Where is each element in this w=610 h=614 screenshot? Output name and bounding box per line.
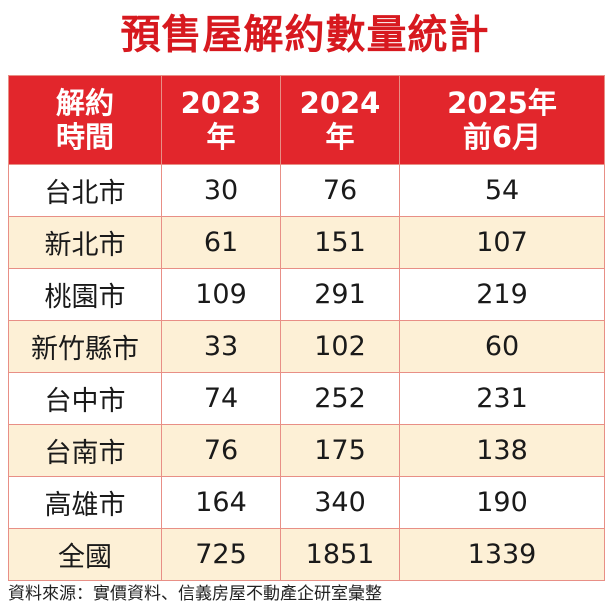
- value-cell: 1851: [280, 528, 400, 581]
- page-title: 預售屋解約數量統計: [120, 11, 490, 58]
- cancellation-stats-table: 解約 時間 2023 年 2024 年 2025年 前6月 台北市 30 76 …: [8, 75, 605, 581]
- header-line: 年: [325, 120, 355, 154]
- value-cell: 1339: [399, 528, 605, 581]
- value-cell: 725: [161, 528, 281, 581]
- header-line: 年: [206, 120, 236, 154]
- header-period: 解約 時間: [8, 75, 162, 165]
- region-cell: 全國: [8, 528, 162, 581]
- region-cell: 新竹縣市: [8, 320, 162, 373]
- table-row-total: 全國 725 1851 1339: [8, 528, 605, 581]
- value-cell: 252: [280, 372, 400, 425]
- value-cell: 151: [280, 216, 400, 269]
- table-row: 台北市 30 76 54: [8, 164, 605, 217]
- region-cell: 高雄市: [8, 476, 162, 529]
- value-cell: 190: [399, 476, 605, 529]
- value-cell: 109: [161, 268, 281, 321]
- header-line: 解約: [55, 86, 114, 120]
- value-cell: 340: [280, 476, 400, 529]
- value-cell: 219: [399, 268, 605, 321]
- value-cell: 76: [280, 164, 400, 217]
- value-cell: 102: [280, 320, 400, 373]
- table-row: 桃園市 109 291 219: [8, 268, 605, 321]
- value-cell: 61: [161, 216, 281, 269]
- header-line: 時間: [55, 120, 114, 154]
- value-cell: 33: [161, 320, 281, 373]
- region-cell: 新北市: [8, 216, 162, 269]
- table-row: 台南市 76 175 138: [8, 424, 605, 477]
- header-row: 解約 時間 2023 年 2024 年 2025年 前6月: [8, 75, 605, 165]
- header-2024: 2024 年: [280, 75, 400, 165]
- value-cell: 60: [399, 320, 605, 373]
- header-2025-h1: 2025年 前6月: [399, 75, 605, 165]
- region-cell: 桃園市: [8, 268, 162, 321]
- region-cell: 台北市: [8, 164, 162, 217]
- value-cell: 138: [399, 424, 605, 477]
- value-cell: 54: [399, 164, 605, 217]
- source-note: 資料來源：實價資料、信義房屋不動產企研室彙整: [8, 584, 382, 604]
- header-2023: 2023 年: [161, 75, 281, 165]
- table-row: 新竹縣市 33 102 60: [8, 320, 605, 373]
- table-row: 新北市 61 151 107: [8, 216, 605, 269]
- table-row: 台中市 74 252 231: [8, 372, 605, 425]
- header-line: 2024: [299, 86, 381, 120]
- header-line: 2025年: [447, 86, 557, 120]
- value-cell: 107: [399, 216, 605, 269]
- region-cell: 台南市: [8, 424, 162, 477]
- value-cell: 30: [161, 164, 281, 217]
- value-cell: 231: [399, 372, 605, 425]
- value-cell: 74: [161, 372, 281, 425]
- region-cell: 台中市: [8, 372, 162, 425]
- value-cell: 291: [280, 268, 400, 321]
- value-cell: 164: [161, 476, 281, 529]
- value-cell: 76: [161, 424, 281, 477]
- value-cell: 175: [280, 424, 400, 477]
- header-line: 前6月: [462, 120, 542, 154]
- header-line: 2023: [180, 86, 262, 120]
- table-row: 高雄市 164 340 190: [8, 476, 605, 529]
